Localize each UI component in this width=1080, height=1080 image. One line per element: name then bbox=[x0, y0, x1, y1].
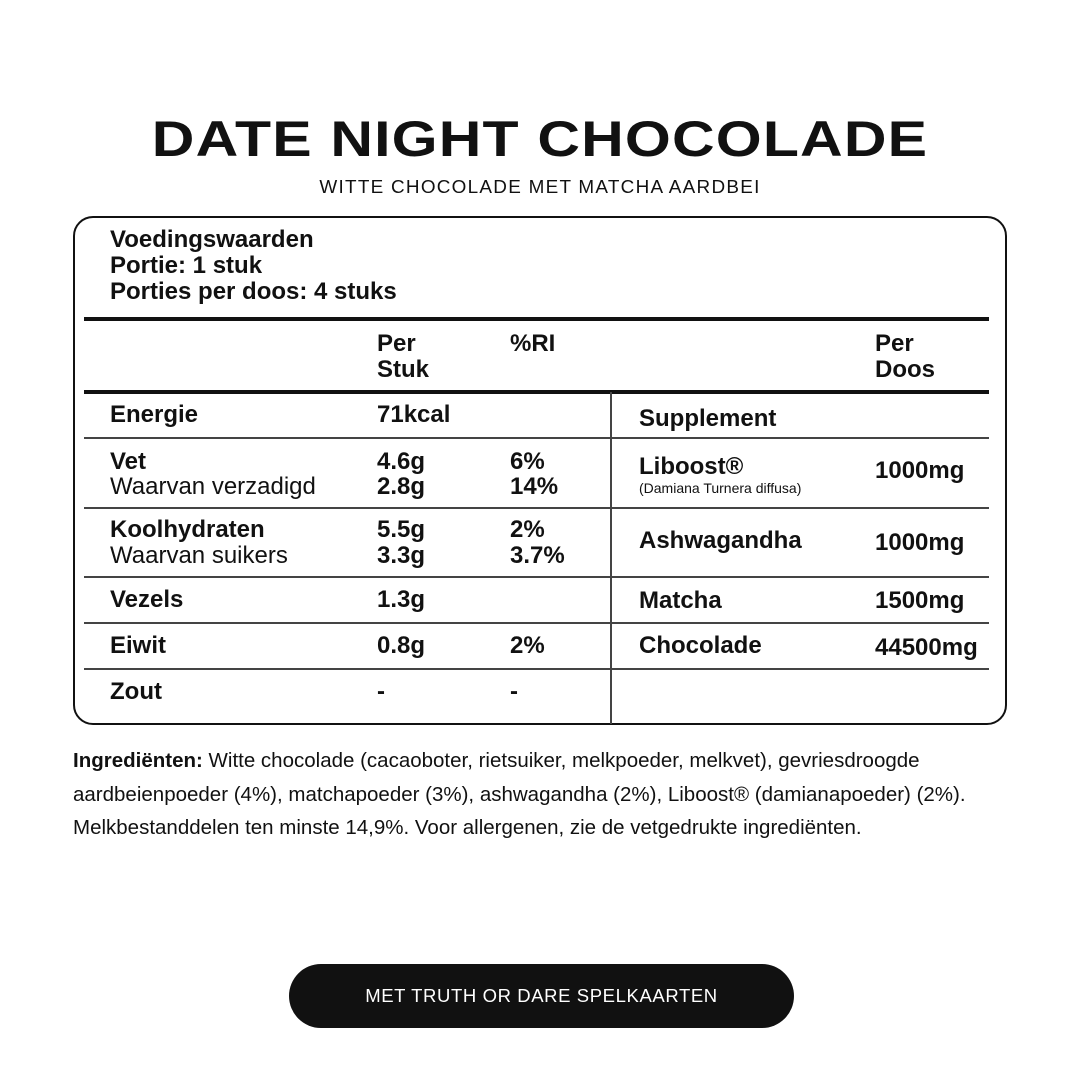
nutrient-ri: 2% bbox=[510, 516, 545, 543]
col-per-box-2: Doos bbox=[875, 356, 935, 383]
supplement-name: Liboost® bbox=[639, 453, 744, 480]
nutrient-sub: Waarvan suikers bbox=[110, 542, 288, 569]
nutrient-name: Vet bbox=[110, 448, 147, 475]
row-divider bbox=[84, 507, 989, 509]
col-ri: %RI bbox=[510, 330, 556, 357]
row-divider bbox=[84, 437, 989, 439]
ingredients: Ingrediënten: Witte chocolade (cacaobote… bbox=[73, 744, 1013, 845]
divider bbox=[84, 390, 989, 394]
supplement-note: (Damiana Turnera diffusa) bbox=[639, 480, 802, 496]
column-divider bbox=[610, 392, 612, 724]
label-heading: Voedingswaarden bbox=[110, 226, 314, 253]
row-divider bbox=[84, 576, 989, 578]
nutrient-sub-per: 2.8g bbox=[377, 473, 426, 500]
portions-per-box: Porties per doos: 4 stuks bbox=[110, 278, 397, 305]
supplement-amount: 1000mg bbox=[875, 529, 965, 556]
nutrient-per: 5.5g bbox=[377, 516, 426, 543]
supplement-amount: 1500mg bbox=[875, 587, 965, 614]
truth-or-dare-button[interactable]: MET TRUTH OR DARE SPELKAARTEN bbox=[289, 964, 794, 1028]
col-per-box-1: Per bbox=[875, 330, 914, 357]
nutrient-name: Energie bbox=[110, 401, 199, 428]
supplement-name: Ashwagandha bbox=[639, 527, 802, 554]
ingredients-text: Witte chocolade (cacaoboter, rietsuiker,… bbox=[73, 749, 966, 839]
nutrient-ri: - bbox=[510, 678, 518, 705]
nutrient-per: 4.6g bbox=[377, 448, 426, 475]
nutrient-ri: 2% bbox=[510, 632, 545, 659]
supplement-amount: 44500mg bbox=[875, 634, 978, 661]
nutrient-ri: 6% bbox=[510, 448, 545, 475]
nutrient-name: Eiwit bbox=[110, 632, 167, 659]
nutrient-per: 0.8g bbox=[377, 632, 426, 659]
nutrition-label bbox=[73, 216, 1007, 725]
nutrient-sub-ri: 3.7% bbox=[510, 542, 565, 569]
supplement-name: Chocolade bbox=[639, 632, 762, 659]
row-divider bbox=[84, 622, 989, 624]
portion: Portie: 1 stuk bbox=[110, 252, 263, 279]
supplement-heading: Supplement bbox=[639, 405, 777, 432]
nutrient-per: 1.3g bbox=[377, 586, 426, 613]
nutrient-name: Koolhydraten bbox=[110, 516, 265, 543]
product-subtitle: WITTE CHOCOLADE MET MATCHA AARDBEI bbox=[319, 177, 761, 197]
nutrient-sub: Waarvan verzadigd bbox=[110, 473, 316, 500]
ingredients-label: Ingrediënten: bbox=[73, 749, 203, 772]
nutrient-name: Vezels bbox=[110, 586, 184, 613]
nutrient-sub-ri: 14% bbox=[510, 473, 559, 500]
button-label: MET TRUTH OR DARE SPELKAARTEN bbox=[365, 985, 718, 1006]
nutrient-per: 71kcal bbox=[377, 401, 451, 428]
nutrient-per: - bbox=[377, 678, 385, 705]
nutrient-name: Zout bbox=[110, 678, 162, 705]
divider bbox=[84, 317, 989, 321]
col-per-piece-2: Stuk bbox=[377, 356, 430, 383]
supplement-amount: 1000mg bbox=[875, 457, 965, 484]
nutrient-sub-per: 3.3g bbox=[377, 542, 426, 569]
product-title: DATE NIGHT CHOCOLADE bbox=[151, 111, 929, 167]
row-divider bbox=[84, 668, 989, 670]
supplement-name: Matcha bbox=[639, 587, 722, 614]
col-per-piece-1: Per bbox=[377, 330, 416, 357]
